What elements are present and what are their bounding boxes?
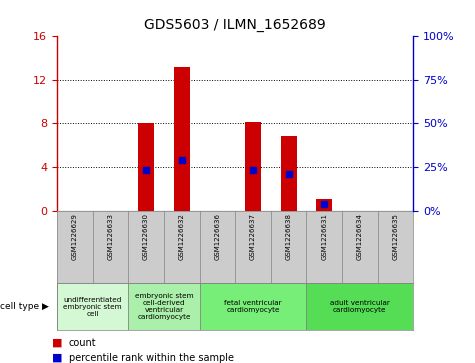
Text: GSM1226638: GSM1226638 bbox=[285, 213, 292, 260]
Text: count: count bbox=[69, 338, 96, 348]
Text: cell type ▶: cell type ▶ bbox=[0, 302, 49, 311]
Bar bbox=[128, 283, 200, 330]
Text: GSM1226630: GSM1226630 bbox=[143, 213, 149, 260]
Text: GSM1226634: GSM1226634 bbox=[357, 213, 363, 260]
Title: GDS5603 / ILMN_1652689: GDS5603 / ILMN_1652689 bbox=[144, 19, 326, 33]
Text: embryonic stem
cell-derived
ventricular
cardiomyocyte: embryonic stem cell-derived ventricular … bbox=[134, 293, 193, 320]
Bar bbox=[281, 136, 296, 211]
Text: GSM1226637: GSM1226637 bbox=[250, 213, 256, 260]
Bar bbox=[57, 283, 128, 330]
Text: ■: ■ bbox=[52, 338, 63, 348]
Bar bbox=[316, 199, 332, 211]
Text: undifferentiated
embryonic stem
cell: undifferentiated embryonic stem cell bbox=[63, 297, 122, 317]
Text: percentile rank within the sample: percentile rank within the sample bbox=[69, 352, 234, 363]
Bar bbox=[306, 283, 413, 330]
Bar bbox=[138, 123, 154, 211]
Text: ■: ■ bbox=[52, 352, 63, 363]
Text: GSM1226629: GSM1226629 bbox=[72, 213, 78, 260]
Text: GSM1226631: GSM1226631 bbox=[321, 213, 327, 260]
Bar bbox=[174, 67, 190, 211]
Text: adult ventricular
cardiomyocyte: adult ventricular cardiomyocyte bbox=[330, 300, 390, 313]
Text: GSM1226635: GSM1226635 bbox=[392, 213, 399, 260]
Text: GSM1226633: GSM1226633 bbox=[107, 213, 114, 260]
Bar bbox=[245, 122, 261, 211]
Text: GSM1226632: GSM1226632 bbox=[179, 213, 185, 260]
Text: GSM1226636: GSM1226636 bbox=[214, 213, 220, 260]
Bar bbox=[200, 283, 306, 330]
Text: fetal ventricular
cardiomyocyte: fetal ventricular cardiomyocyte bbox=[224, 300, 282, 313]
